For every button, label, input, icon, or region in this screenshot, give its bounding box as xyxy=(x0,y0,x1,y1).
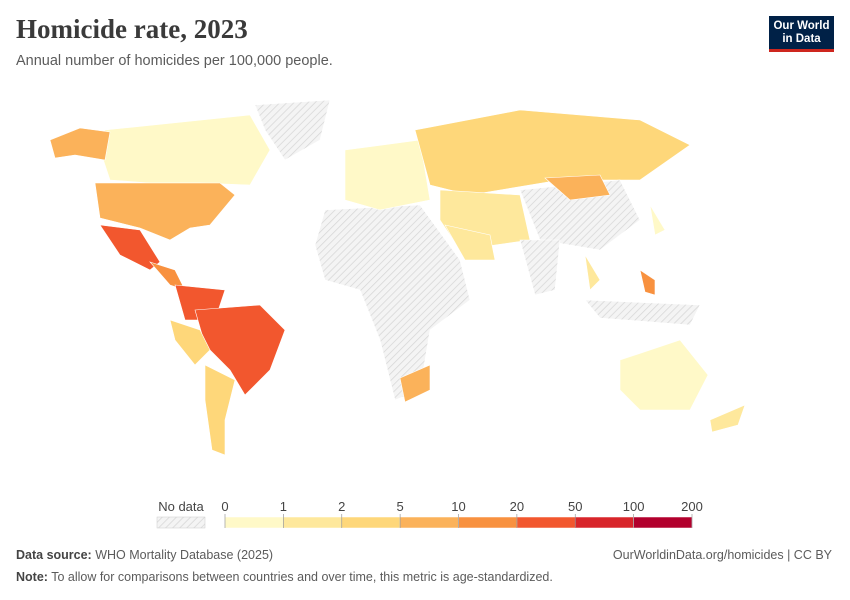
legend-swatch xyxy=(575,516,634,529)
map: No data 0 1 2 5 10 20 50 100 200 xyxy=(49,99,746,529)
country[interactable] xyxy=(94,182,236,241)
url[interactable]: OurWorldinData.org/homicides | CC BY xyxy=(612,548,832,562)
source-text: WHO Mortality Database (2025) xyxy=(95,548,274,562)
legend-tick-label: 100 xyxy=(623,499,645,514)
country[interactable] xyxy=(709,404,746,433)
note: Note: To allow for comparisons between c… xyxy=(16,570,553,584)
country[interactable] xyxy=(49,127,111,161)
legend-swatch xyxy=(341,516,401,529)
logo-line: in Data xyxy=(782,33,821,45)
no-data-swatch xyxy=(156,516,206,529)
country[interactable] xyxy=(344,139,431,211)
legend-swatch xyxy=(458,516,518,529)
country[interactable] xyxy=(619,339,709,411)
legend-tick-label: 10 xyxy=(451,499,465,514)
country[interactable] xyxy=(444,224,496,261)
source: Data source: WHO Mortality Database (202… xyxy=(16,548,273,562)
country[interactable] xyxy=(584,299,701,326)
note-label: Note: xyxy=(16,570,48,584)
country[interactable] xyxy=(254,99,331,161)
country[interactable] xyxy=(314,204,471,401)
legend-tick-label: 1 xyxy=(280,499,287,514)
legend-tick-label: 5 xyxy=(397,499,404,514)
logo-line: Our World xyxy=(773,20,830,32)
source-label: Data source: xyxy=(16,548,92,562)
country[interactable] xyxy=(99,114,271,186)
legend-tick-label: 0 xyxy=(221,499,228,514)
legend-tick-label: 2 xyxy=(338,499,345,514)
title: Homicide rate, 2023 xyxy=(16,14,248,44)
legend-swatch xyxy=(399,516,459,529)
legend-tick-label: 200 xyxy=(681,499,703,514)
country[interactable] xyxy=(399,364,431,403)
country[interactable] xyxy=(639,269,656,296)
country[interactable] xyxy=(544,174,611,201)
legend: No data 0 1 2 5 10 20 50 100 200 xyxy=(156,499,703,529)
legend-swatch xyxy=(633,516,693,529)
legend-label: No data xyxy=(158,499,204,514)
legend-swatch xyxy=(283,516,342,529)
legend-swatch xyxy=(224,516,284,529)
countries xyxy=(49,99,746,456)
logo[interactable]: Our World in Data xyxy=(769,16,834,52)
legend-tick-label: 20 xyxy=(510,499,524,514)
country[interactable] xyxy=(584,254,601,291)
country[interactable] xyxy=(649,204,666,236)
country[interactable] xyxy=(169,319,211,366)
subtitle: Annual number of homicides per 100,000 p… xyxy=(16,53,333,69)
legend-tick-label: 50 xyxy=(568,499,582,514)
note-text: To allow for comparisons between countri… xyxy=(51,570,553,584)
country[interactable] xyxy=(519,239,561,296)
legend-swatch xyxy=(516,516,576,529)
country[interactable] xyxy=(414,109,691,196)
country[interactable] xyxy=(204,364,236,456)
